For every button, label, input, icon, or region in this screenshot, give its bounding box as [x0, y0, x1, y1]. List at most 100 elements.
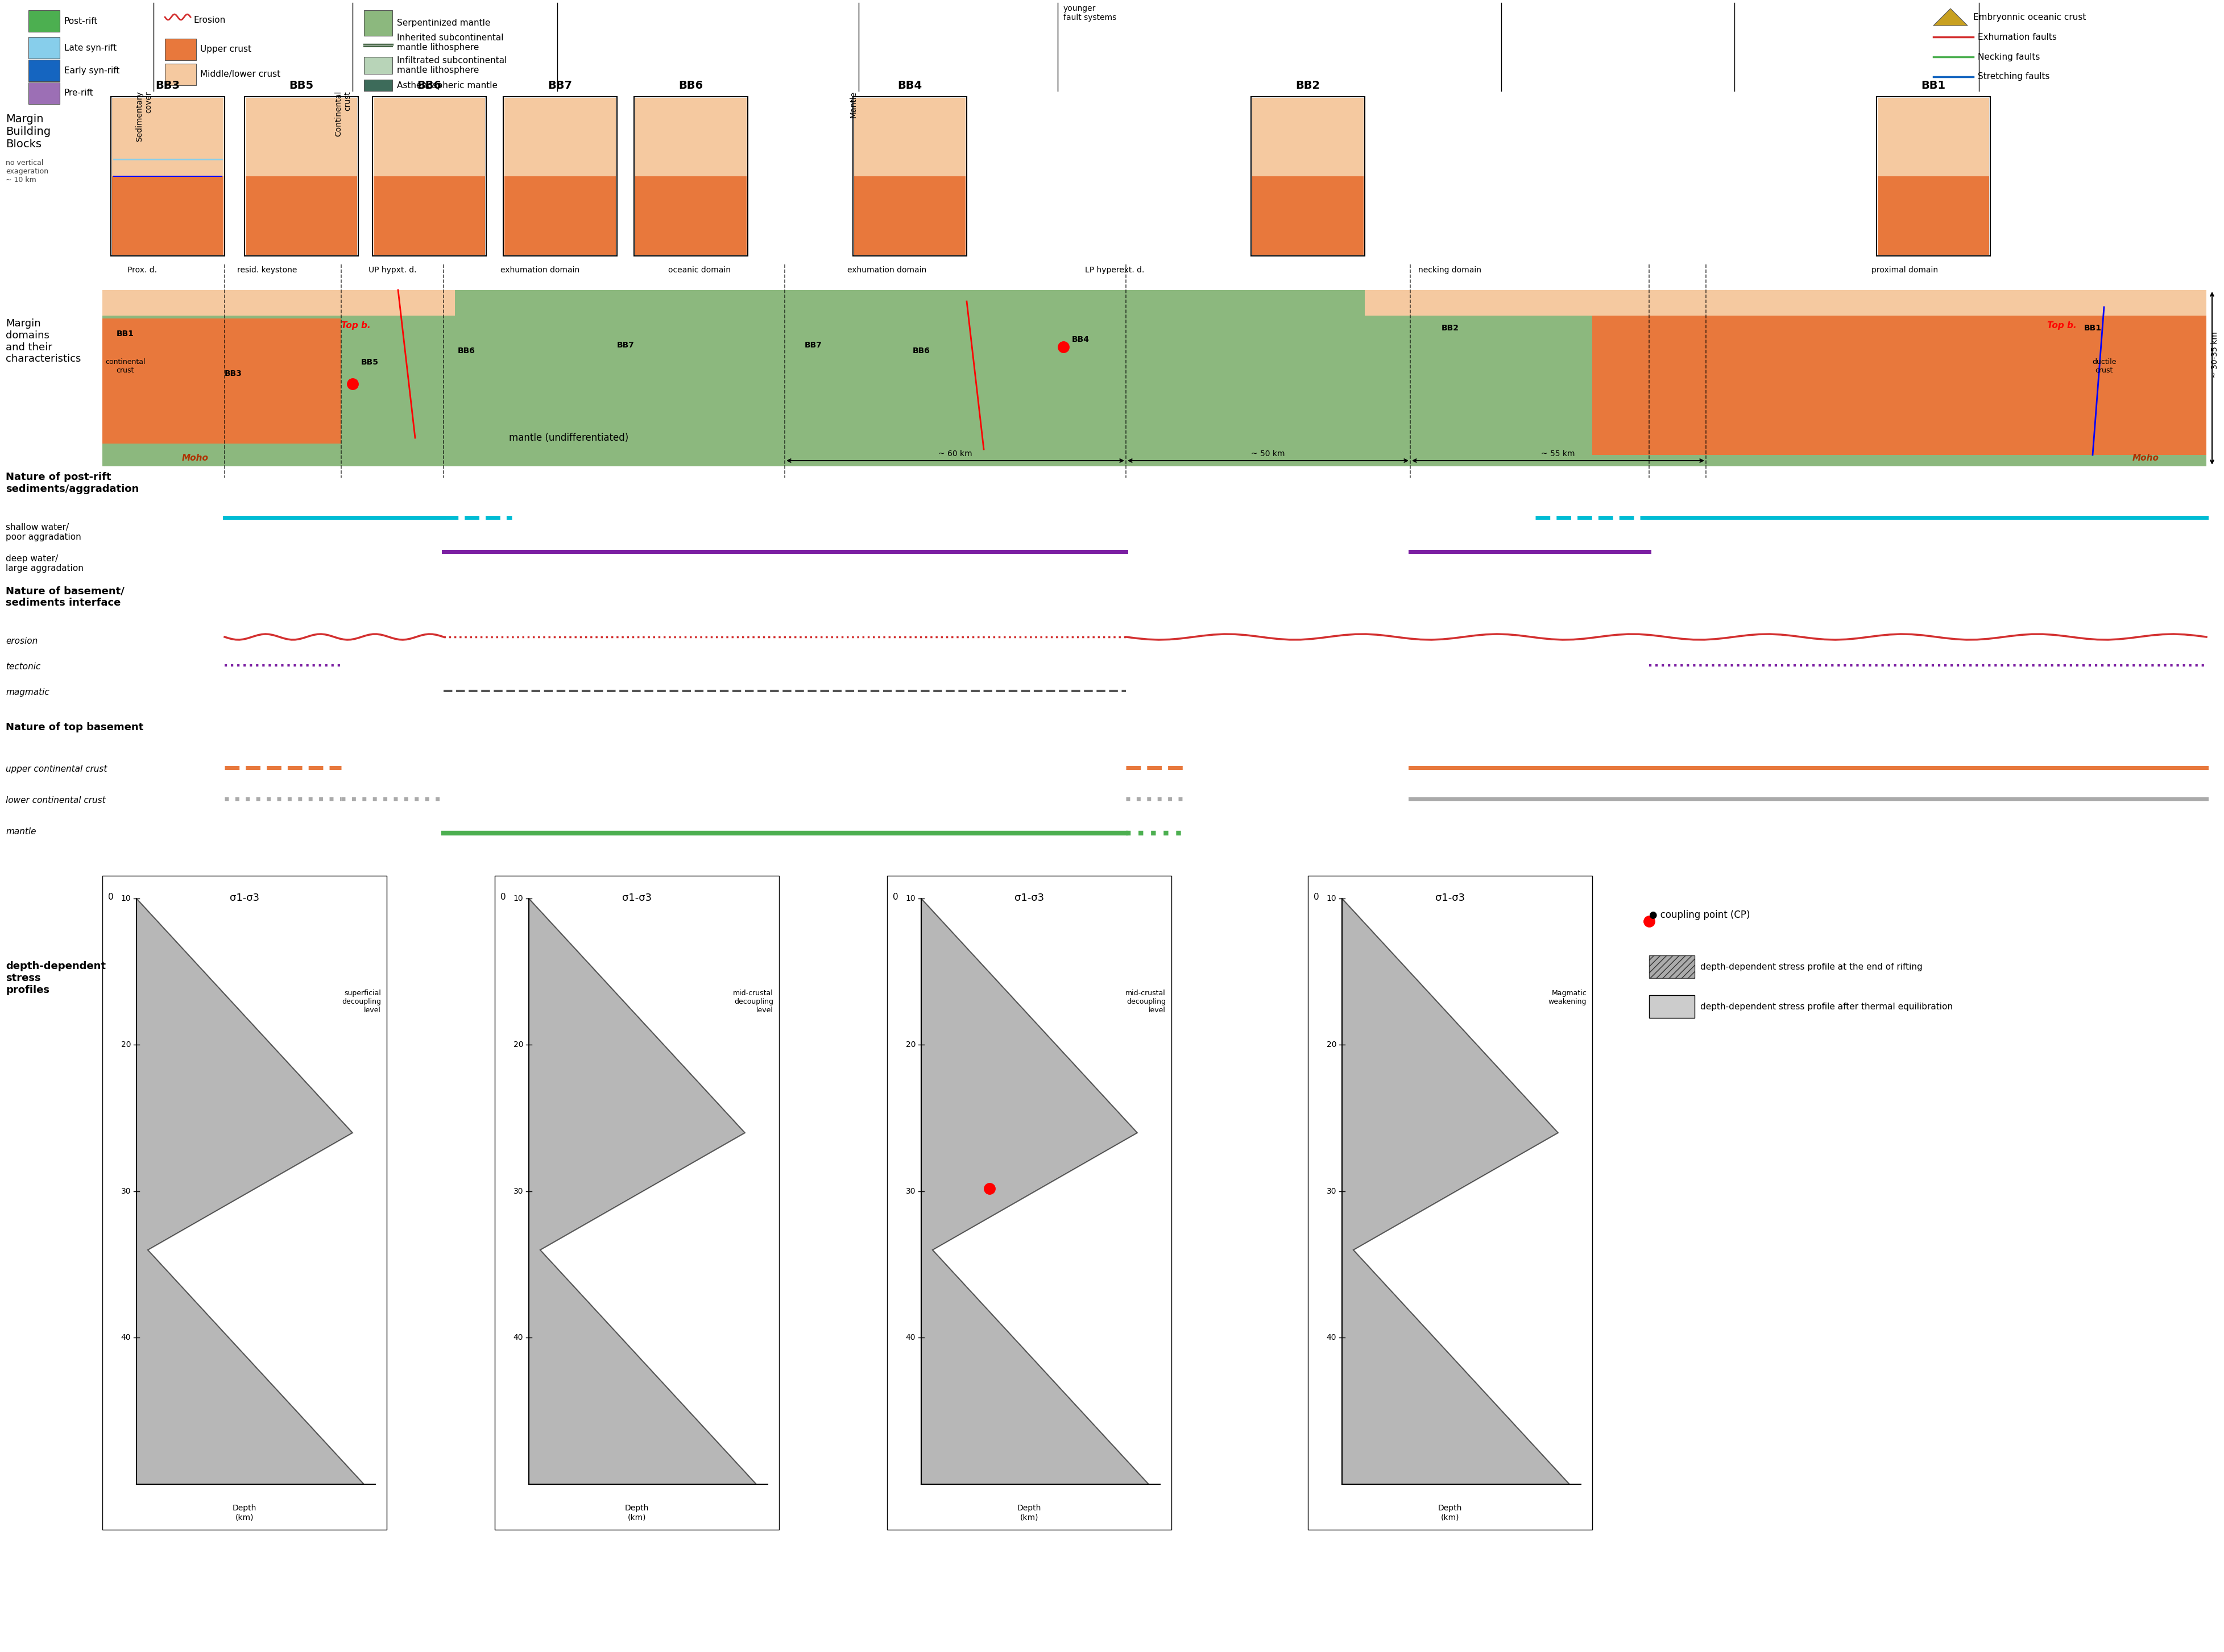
Polygon shape	[102, 319, 340, 444]
Bar	[634, 97, 747, 256]
Bar	[1648, 955, 1695, 978]
Polygon shape	[1933, 8, 1968, 25]
Text: Embryonnic oceanic crust: Embryonnic oceanic crust	[1973, 13, 2086, 21]
Bar	[111, 177, 222, 254]
Text: Moho: Moho	[2133, 454, 2160, 463]
Text: BB7: BB7	[805, 342, 823, 349]
Text: 30: 30	[905, 1188, 916, 1196]
Text: Margin
Building
Blocks: Margin Building Blocks	[7, 114, 51, 150]
Text: BB6: BB6	[418, 81, 443, 91]
Text: 0: 0	[894, 892, 898, 902]
Text: Upper crust: Upper crust	[200, 45, 251, 55]
Bar	[374, 97, 485, 177]
Text: BB7: BB7	[616, 342, 634, 349]
Text: 30: 30	[120, 1188, 131, 1196]
Bar	[29, 83, 60, 104]
Text: exhumation domain: exhumation domain	[847, 266, 927, 274]
Bar	[636, 177, 747, 254]
Text: Early syn-rift: Early syn-rift	[64, 66, 120, 74]
Bar	[636, 97, 747, 177]
Text: Infiltrated subcontinental
mantle lithosphere: Infiltrated subcontinental mantle lithos…	[396, 56, 507, 74]
Text: Mantle: Mantle	[850, 91, 858, 117]
Text: Inherited subcontinental
mantle lithosphere: Inherited subcontinental mantle lithosph…	[396, 33, 503, 51]
Text: σ1-σ3: σ1-σ3	[623, 892, 652, 904]
Text: 20: 20	[905, 1041, 916, 1049]
Text: tectonic: tectonic	[7, 662, 40, 671]
Text: 10: 10	[1326, 894, 1337, 902]
Text: oceanic domain: oceanic domain	[667, 266, 732, 274]
Text: BB4: BB4	[1072, 335, 1090, 344]
Text: ~ 50 km: ~ 50 km	[1252, 449, 1285, 458]
Text: Top b.: Top b.	[340, 320, 371, 330]
Bar	[29, 36, 60, 58]
Text: Depth
(km): Depth (km)	[234, 1503, 256, 1521]
Bar	[1252, 97, 1366, 256]
Text: ~ 55 km: ~ 55 km	[1541, 449, 1575, 458]
Text: younger
fault systems: younger fault systems	[1063, 5, 1116, 21]
Bar	[494, 876, 778, 1530]
Text: ~ 30-35 km: ~ 30-35 km	[2211, 332, 2220, 378]
Bar	[854, 97, 967, 256]
Text: 40: 40	[1326, 1333, 1337, 1341]
Text: Asthenospheric mantle: Asthenospheric mantle	[396, 81, 498, 89]
Polygon shape	[102, 291, 456, 316]
Text: Erosion: Erosion	[193, 15, 225, 25]
Text: 10: 10	[120, 894, 131, 902]
Text: σ1-σ3: σ1-σ3	[1434, 892, 1466, 904]
Text: Late syn-rift: Late syn-rift	[64, 43, 116, 51]
Bar	[29, 10, 60, 31]
Text: BB2: BB2	[1297, 81, 1321, 91]
Text: Post-rift: Post-rift	[64, 17, 98, 25]
Text: 20: 20	[1326, 1041, 1337, 1049]
Text: Nature of basement/
sediments interface: Nature of basement/ sediments interface	[7, 586, 125, 608]
Text: superficial
decoupling
level: superficial decoupling level	[342, 990, 380, 1014]
Polygon shape	[529, 899, 756, 1483]
Text: proximal domain: proximal domain	[1873, 266, 1939, 274]
Text: BB6: BB6	[912, 347, 930, 355]
Text: Sedimentary
cover: Sedimentary cover	[136, 91, 153, 142]
Bar	[165, 38, 196, 59]
Bar	[854, 177, 965, 254]
Text: upper continental crust: upper continental crust	[7, 765, 107, 773]
Text: Margin
domains
and their
characteristics: Margin domains and their characteristics	[7, 319, 80, 363]
Text: 20: 20	[120, 1041, 131, 1049]
Text: 40: 40	[120, 1333, 131, 1341]
Text: ductile
crust: ductile crust	[2093, 358, 2115, 375]
Bar	[374, 177, 485, 254]
Text: BB3: BB3	[156, 81, 180, 91]
Bar	[102, 291, 2206, 466]
Text: Moho: Moho	[182, 454, 209, 463]
Text: σ1-σ3: σ1-σ3	[1014, 892, 1043, 904]
Bar	[245, 177, 358, 254]
Text: Stretching faults: Stretching faults	[1977, 73, 2051, 81]
Text: 10: 10	[514, 894, 523, 902]
Text: resid. keystone: resid. keystone	[238, 266, 298, 274]
Text: 30: 30	[1326, 1188, 1337, 1196]
Text: BB1: BB1	[1922, 81, 1946, 91]
Text: ● coupling point (CP): ● coupling point (CP)	[1648, 910, 1750, 920]
Bar	[1877, 97, 1988, 177]
Text: LP hyperext. d.: LP hyperext. d.	[1085, 266, 1143, 274]
Text: BB1: BB1	[116, 330, 133, 337]
Bar	[245, 97, 358, 177]
Text: Prox. d.: Prox. d.	[127, 266, 158, 274]
Text: mantle: mantle	[7, 828, 36, 836]
Text: 0: 0	[109, 892, 113, 902]
Text: BB1: BB1	[2084, 324, 2102, 332]
Text: Nature of top basement: Nature of top basement	[7, 722, 142, 732]
Bar	[887, 876, 1172, 1530]
Text: Serpentinized mantle: Serpentinized mantle	[396, 18, 489, 26]
Text: Middle/lower crust: Middle/lower crust	[200, 71, 280, 79]
Text: BB5: BB5	[289, 81, 314, 91]
Text: Necking faults: Necking faults	[1977, 53, 2039, 61]
Text: no vertical
exageration
~ 10 km: no vertical exageration ~ 10 km	[7, 159, 49, 183]
Bar	[165, 64, 196, 86]
Bar	[111, 97, 222, 254]
Polygon shape	[136, 899, 365, 1483]
Bar	[111, 97, 225, 256]
Text: depth-dependent stress profile at the end of rifting: depth-dependent stress profile at the en…	[1701, 963, 1922, 971]
Text: 0: 0	[500, 892, 507, 902]
Text: σ1-σ3: σ1-σ3	[229, 892, 260, 904]
Text: BB3: BB3	[225, 370, 242, 378]
Text: deep water/
large aggradation: deep water/ large aggradation	[7, 555, 85, 573]
